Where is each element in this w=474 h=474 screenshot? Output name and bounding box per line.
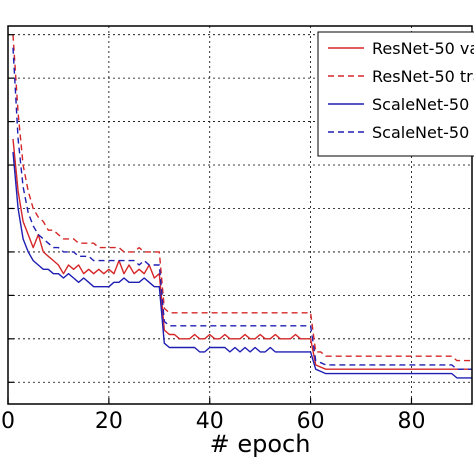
series-line-0 bbox=[12, 138, 472, 370]
x-tick-label: 20 bbox=[95, 409, 123, 434]
series-line-3 bbox=[12, 47, 472, 370]
legend-box bbox=[317, 31, 474, 157]
plot-series bbox=[12, 34, 472, 379]
x-tick-label: 0 bbox=[1, 409, 15, 434]
plot-frame bbox=[7, 25, 473, 405]
axis-ticks: 0 20 40 60 80 bbox=[1, 34, 425, 434]
series-line-1 bbox=[12, 34, 472, 362]
series-line-2 bbox=[12, 151, 472, 379]
x-axis-label: # epoch bbox=[210, 430, 311, 458]
legend: ResNet-50 va ResNet-50 tra ScaleNet-50 v Sc… bbox=[317, 31, 474, 157]
x-tick-label: 60 bbox=[297, 409, 325, 434]
legend-label: ResNet-50 va bbox=[372, 39, 474, 58]
legend-label: ScaleNet-50 t bbox=[372, 123, 474, 142]
x-tick-label: 40 bbox=[196, 409, 224, 434]
legend-label: ResNet-50 tra bbox=[372, 67, 474, 86]
legend-label: ScaleNet-50 v bbox=[372, 95, 474, 114]
x-tick-label: 80 bbox=[397, 409, 425, 434]
